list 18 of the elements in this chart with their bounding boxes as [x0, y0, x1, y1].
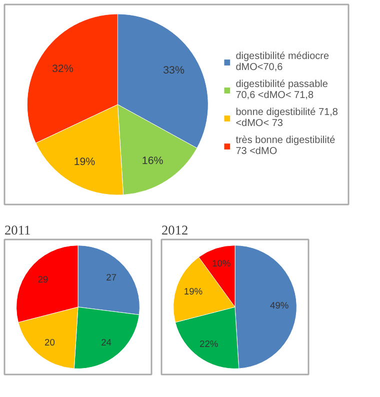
data-label: 49%: [270, 300, 289, 311]
data-label: 19%: [74, 156, 96, 168]
data-label: 16%: [142, 154, 164, 167]
data-label: 10%: [212, 258, 231, 269]
legend-label: digestibilité médiocre dMO<70,6: [236, 51, 330, 73]
data-label: 24: [101, 338, 112, 348]
data-label: 20: [44, 338, 55, 348]
chart-title: 2012: [162, 222, 188, 238]
legend-label: digestibilité passable 70,6 <dMO< 71,8: [236, 79, 328, 101]
data-label: 27: [106, 272, 117, 282]
legend-label: bonne digestibilité 71,8 <dMO< 73: [236, 107, 338, 129]
data-label: 22%: [200, 338, 218, 349]
data-label: 19%: [184, 286, 203, 297]
data-label: 29: [38, 274, 48, 284]
legend-label: très bonne digestibilité 73 <dMO: [236, 135, 336, 157]
chart-title: 2011: [4, 222, 31, 238]
data-label: 32%: [52, 62, 74, 75]
data-label: 33%: [163, 64, 185, 77]
